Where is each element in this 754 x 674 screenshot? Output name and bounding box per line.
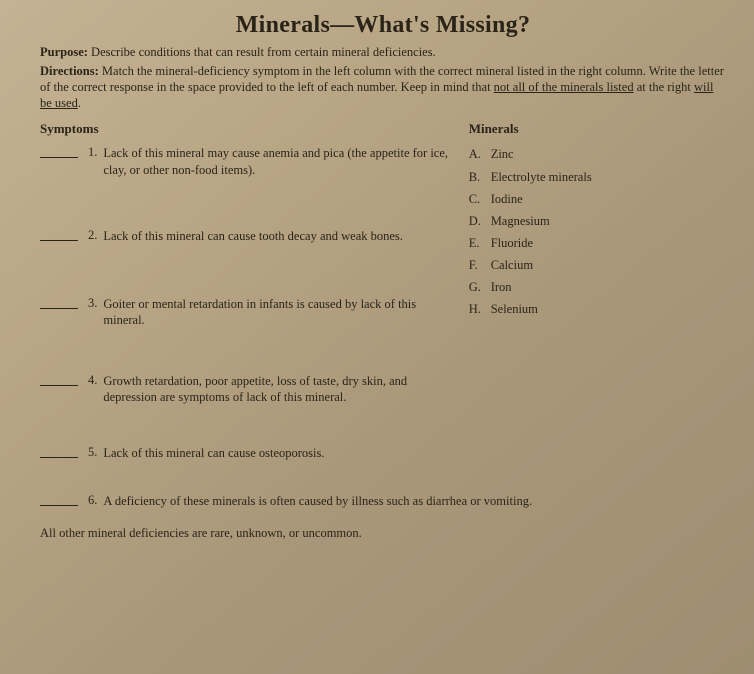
footer-note: All other mineral deficiencies are rare,… — [40, 526, 726, 541]
symptom-number: 1. — [88, 145, 97, 160]
mineral-name: Selenium — [491, 300, 538, 318]
directions-mid: at the right — [634, 80, 694, 94]
mineral-name: Calcium — [491, 256, 533, 274]
mineral-letter: D. — [469, 212, 491, 230]
symptom-text: A deficiency of these minerals is often … — [103, 493, 532, 509]
symptom-text: Lack of this mineral can cause tooth dec… — [103, 228, 403, 244]
symptom-number: 6. — [88, 493, 97, 508]
mineral-letter: C. — [469, 190, 491, 208]
answer-blank[interactable] — [40, 385, 78, 386]
worksheet-page: Minerals—What's Missing? Purpose: Descri… — [0, 0, 754, 674]
mineral-item: A.Zinc — [469, 145, 726, 163]
mineral-name: Electrolyte minerals — [491, 168, 592, 186]
mineral-letter: A. — [469, 145, 491, 163]
mineral-item: B.Electrolyte minerals — [469, 168, 726, 186]
symptom-row: 5. Lack of this mineral can cause osteop… — [40, 445, 449, 461]
mineral-item: D.Magnesium — [469, 212, 726, 230]
mineral-name: Iodine — [491, 190, 523, 208]
purpose-text: Describe conditions that can result from… — [91, 45, 436, 59]
mineral-letter: H. — [469, 300, 491, 318]
mineral-letter: E. — [469, 234, 491, 252]
symptom-text: Growth retardation, poor appetite, loss … — [103, 373, 448, 406]
mineral-name: Zinc — [491, 145, 514, 163]
page-title: Minerals—What's Missing? — [40, 12, 726, 39]
symptom-row: 2. Lack of this mineral can cause tooth … — [40, 228, 449, 244]
purpose-line: Purpose: Describe conditions that can re… — [40, 45, 726, 61]
mineral-item: E.Fluoride — [469, 234, 726, 252]
answer-blank[interactable] — [40, 308, 78, 309]
mineral-letter: F. — [469, 256, 491, 274]
mineral-name: Magnesium — [491, 212, 550, 230]
mineral-name: Fluoride — [491, 234, 533, 252]
symptom-row: 1. Lack of this mineral may cause anemia… — [40, 145, 449, 178]
symptom-row: 3. Goiter or mental retardation in infan… — [40, 296, 449, 329]
symptom-number: 5. — [88, 445, 97, 460]
answer-blank[interactable] — [40, 505, 78, 506]
symptoms-column: Symptoms 1. Lack of this mineral may cau… — [40, 121, 449, 499]
directions-end: . — [78, 96, 81, 110]
mineral-item: G.Iron — [469, 278, 726, 296]
answer-blank[interactable] — [40, 157, 78, 158]
symptom-row: 4. Growth retardation, poor appetite, lo… — [40, 373, 449, 406]
mineral-letter: B. — [469, 168, 491, 186]
purpose-label: Purpose: — [40, 45, 88, 59]
columns-wrapper: Symptoms 1. Lack of this mineral may cau… — [40, 121, 726, 499]
directions-line: Directions: Match the mineral-deficiency… — [40, 63, 726, 112]
symptom-text: Lack of this mineral can cause osteoporo… — [103, 445, 324, 461]
directions-label: Directions: — [40, 64, 99, 78]
symptoms-header: Symptoms — [40, 121, 449, 137]
mineral-item: F.Calcium — [469, 256, 726, 274]
symptom-text: Goiter or mental retardation in infants … — [103, 296, 448, 329]
symptom-text: Lack of this mineral may cause anemia an… — [103, 145, 448, 178]
mineral-item: H.Selenium — [469, 300, 726, 318]
mineral-name: Iron — [491, 278, 512, 296]
symptom-number: 4. — [88, 373, 97, 388]
mineral-item: C.Iodine — [469, 190, 726, 208]
symptom-number: 3. — [88, 296, 97, 311]
answer-blank[interactable] — [40, 457, 78, 458]
minerals-column: Minerals A.Zinc B.Electrolyte minerals C… — [469, 121, 726, 499]
answer-blank[interactable] — [40, 240, 78, 241]
minerals-header: Minerals — [469, 121, 726, 137]
symptom-number: 2. — [88, 228, 97, 243]
directions-underline-1: not all of the minerals listed — [494, 80, 634, 94]
mineral-letter: G. — [469, 278, 491, 296]
